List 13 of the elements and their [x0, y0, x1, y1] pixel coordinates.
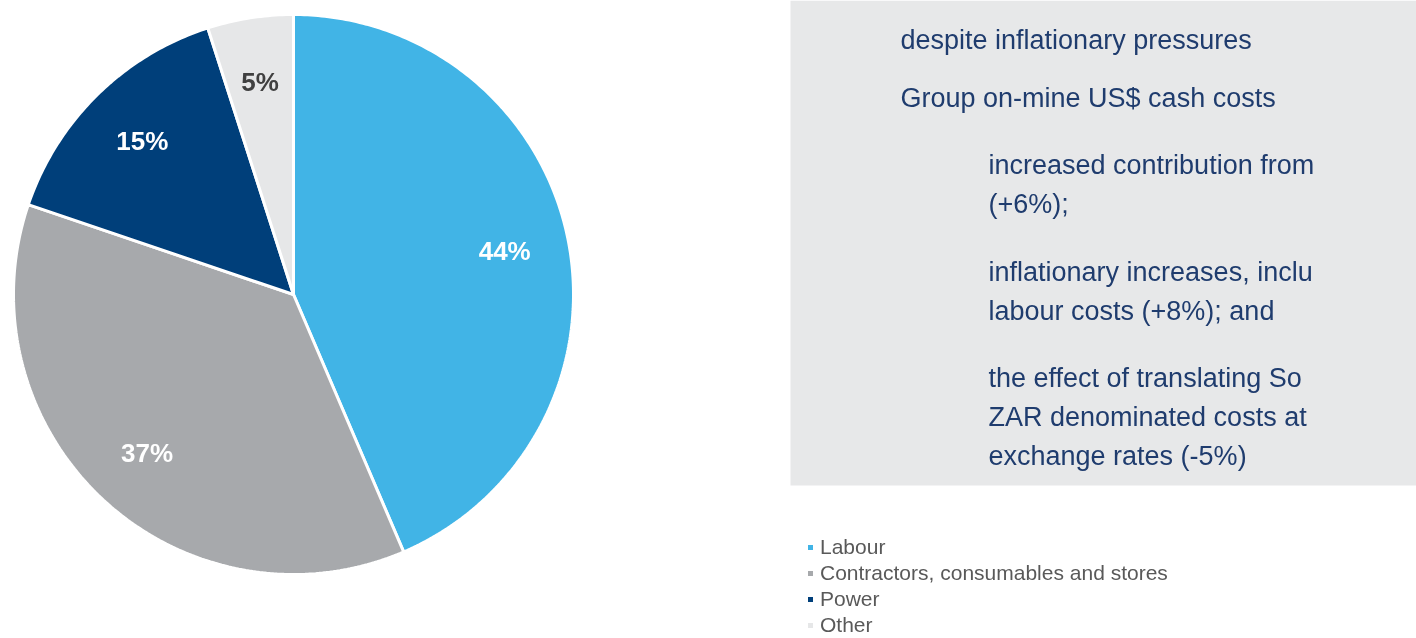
data-label: 37% [121, 437, 174, 468]
legend-label: Other [820, 612, 873, 638]
text: inflationary increases, inclu labour costs (+8%); and [988, 256, 1313, 326]
data-label: 5% [241, 66, 279, 97]
legend-label: Power [820, 586, 880, 612]
text: the effect of translating So ZAR denominated costs at exchange rates (-5%) [988, 362, 1308, 471]
text: Group on-mine US$ cash costs [900, 82, 1276, 113]
text: despite inflationary pressures [900, 24, 1252, 55]
text: increased contribution from (+6%); [988, 149, 1315, 219]
legend-label: Labour [820, 534, 886, 560]
data-label: 44% [478, 236, 531, 267]
data-label: 15% [116, 125, 169, 156]
legend-label: Contractors, consumables and stores [820, 560, 1168, 586]
